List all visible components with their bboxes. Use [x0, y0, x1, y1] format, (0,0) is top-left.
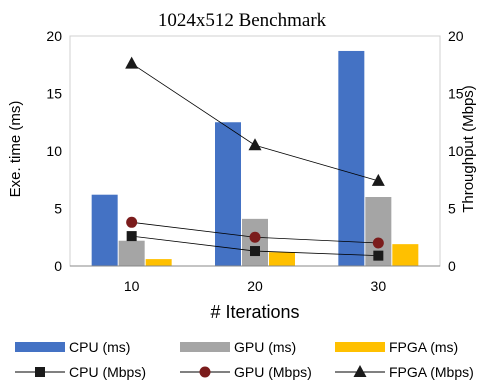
- point-fpga-mbps: [248, 138, 262, 151]
- y2-tick-label: 15: [448, 86, 464, 102]
- legend: CPU (ms) GPU (ms) FPGA (ms) CPU (Mbps) GPU (…: [15, 339, 474, 380]
- bar-cpu-ms: [215, 122, 241, 266]
- point-cpu-mbps: [250, 246, 260, 257]
- legend-label-cpu-ms: CPU (ms): [69, 339, 130, 355]
- point-cpu-mbps: [126, 231, 137, 242]
- y-tick-label: 20: [46, 28, 62, 44]
- lines: [125, 56, 385, 261]
- legend-swatch-cpu-ms: [15, 342, 65, 352]
- bar-fpga-ms: [269, 252, 295, 266]
- x-axis-label: # Iterations: [210, 302, 299, 322]
- y2-tick-label: 0: [448, 258, 456, 274]
- y2-tick-label: 5: [448, 201, 456, 217]
- y2-tick-label: 10: [448, 143, 464, 159]
- bar-gpu-ms: [118, 240, 145, 266]
- point-gpu-mbps: [126, 216, 138, 228]
- bar-fpga-ms: [392, 244, 419, 266]
- x-tick-label: 30: [371, 278, 387, 294]
- legend-swatch-fpga-ms: [335, 342, 385, 352]
- bar-cpu-ms: [338, 50, 365, 267]
- legend-label-gpu-ms: GPU (ms): [234, 339, 296, 355]
- x-tick-label: 10: [124, 278, 140, 294]
- x-tick-label: 20: [247, 278, 263, 294]
- y-tick-label: 10: [46, 143, 62, 159]
- legend-label-fpga-mbps: FPGA (Mbps): [389, 364, 474, 380]
- point-cpu-mbps: [373, 250, 384, 261]
- chart-title: 1024x512 Benchmark: [158, 10, 327, 31]
- legend-swatch-gpu-ms: [180, 342, 230, 352]
- y-tick-label: 15: [46, 86, 62, 102]
- legend-label-fpga-ms: FPGA (ms): [389, 339, 458, 355]
- point-fpga-mbps: [371, 173, 385, 186]
- legend-marker-cpu-mbps: [35, 367, 45, 377]
- bar-fpga-ms: [145, 259, 172, 266]
- bars: [91, 50, 419, 267]
- legend-marker-gpu-mbps: [199, 366, 211, 378]
- y-tick-label: 0: [54, 258, 62, 274]
- y2-axis-label: Throughput (Mbps): [460, 85, 477, 213]
- y2-tick-label: 20: [448, 28, 464, 44]
- legend-label-cpu-mbps: CPU (Mbps): [69, 364, 146, 380]
- bar-cpu-ms: [91, 194, 118, 266]
- point-gpu-mbps: [249, 231, 261, 243]
- legend-label-gpu-mbps: GPU (Mbps): [234, 364, 312, 380]
- y-axis-label: Exe. time (ms): [7, 101, 24, 198]
- point-fpga-mbps: [125, 56, 139, 69]
- y-tick-label: 5: [54, 201, 62, 217]
- axes: 0 5 10 15 20 0 5 10 15 20 10 20 30: [46, 28, 463, 294]
- legend-marker-fpga-mbps: [353, 365, 367, 377]
- point-gpu-mbps: [372, 237, 384, 249]
